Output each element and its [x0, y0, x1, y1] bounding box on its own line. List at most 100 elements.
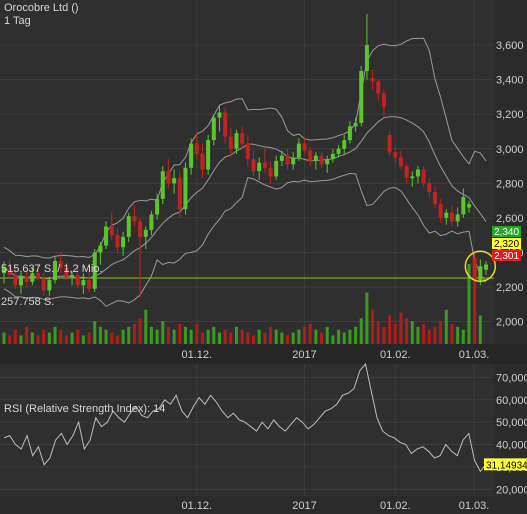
volume-bar [229, 332, 233, 344]
candle-body [155, 198, 160, 215]
candle-body [461, 197, 466, 215]
rsi-x-tick: 01.03. [459, 500, 490, 512]
candle-body [70, 274, 75, 277]
volume-bar [325, 326, 329, 344]
candle-body [194, 143, 199, 154]
volume-bar [98, 326, 102, 344]
candle-body [257, 162, 262, 172]
volume-bar [371, 309, 375, 344]
candle-body [87, 280, 92, 289]
candle-body [36, 273, 41, 279]
volume-bar [280, 332, 284, 344]
candle-body [92, 252, 97, 289]
candle-body [449, 212, 454, 222]
volume-bar [308, 324, 312, 344]
volume-bar [206, 329, 210, 344]
volume-bar [359, 318, 363, 344]
candle-body [302, 143, 307, 151]
candle-body [404, 166, 409, 179]
volume-bar [195, 324, 199, 344]
candle-body [126, 216, 131, 237]
volume-bar [399, 312, 403, 344]
bollinger-middle [3, 116, 487, 280]
volume-bar [8, 335, 12, 344]
rsi-y-tick: 50,000 [496, 417, 527, 429]
volume-bar [439, 321, 443, 344]
volume-bar [331, 335, 335, 344]
candle-body [64, 267, 69, 277]
volume-bar [172, 329, 176, 344]
volume-bar [348, 329, 352, 344]
rsi-last-tag-bg [484, 458, 527, 471]
volume-bar [166, 326, 170, 344]
volume-bar [19, 335, 23, 344]
candle-body [166, 171, 171, 184]
candle-body [376, 81, 381, 94]
rsi-line [3, 362, 487, 473]
volume-bar [217, 332, 221, 344]
candle-body [455, 214, 460, 222]
volume-bar [354, 326, 358, 344]
rsi-x-tick: 01.02. [380, 500, 411, 512]
candle-body [262, 162, 267, 168]
candle-body [2, 267, 6, 274]
candle-body [466, 204, 471, 208]
volume-bar [132, 324, 136, 344]
candle-body [347, 126, 352, 141]
price-tag-bg [492, 238, 521, 249]
candle-body [172, 178, 177, 184]
candle-body [353, 122, 358, 127]
price-y-tick: 3,400 [496, 75, 524, 87]
price-y-tick: 2,000 [496, 317, 524, 329]
candle-body [432, 191, 437, 205]
volume-bar [127, 326, 131, 344]
last-price-highlight [464, 250, 497, 283]
volume-bar [320, 332, 324, 344]
volume-bar [382, 326, 386, 344]
candle-body [183, 167, 188, 210]
candle-body [47, 280, 52, 291]
volume-bar [178, 324, 182, 344]
candle-body [143, 229, 148, 237]
volume-bar [155, 329, 159, 344]
candle-body [206, 140, 211, 170]
volume-bar [183, 326, 187, 344]
volume-bar [274, 329, 278, 344]
candle-body [58, 261, 63, 268]
price-y-tick: 3,200 [496, 109, 524, 121]
price-x-tick: 01.02. [380, 349, 411, 361]
price-y-tick: 2,800 [496, 178, 524, 190]
volume-bar [291, 332, 295, 344]
candle-body [7, 269, 12, 275]
candle-body [149, 214, 154, 230]
volume-bar [314, 329, 318, 344]
candle-body [478, 266, 483, 281]
chart-subtitle: 1 Tag [4, 15, 31, 27]
volume-bar [263, 332, 267, 344]
panel-separator [0, 344, 527, 364]
candle-body [81, 280, 86, 286]
candle-body [381, 93, 386, 108]
volume-bar [25, 326, 29, 344]
candle-body [30, 273, 35, 282]
volume-bar [410, 321, 414, 344]
candle-body [245, 143, 250, 160]
price-y-tick: 2,600 [496, 213, 524, 225]
candle-body [200, 153, 205, 170]
volume-bar [13, 329, 17, 344]
volume-bar [81, 335, 85, 344]
volume-bar [444, 309, 448, 344]
candle-body [484, 264, 488, 270]
candle-body [364, 45, 369, 72]
volume-bar [456, 326, 460, 344]
volume-bar [93, 321, 97, 344]
candle-body [444, 212, 449, 218]
volume-bar [59, 329, 63, 344]
volume-bar [297, 329, 301, 344]
candle-body [438, 204, 443, 218]
candle-body [228, 136, 233, 149]
volume-bar [393, 324, 397, 344]
candle-body [342, 140, 347, 149]
volume-bar [303, 326, 307, 344]
